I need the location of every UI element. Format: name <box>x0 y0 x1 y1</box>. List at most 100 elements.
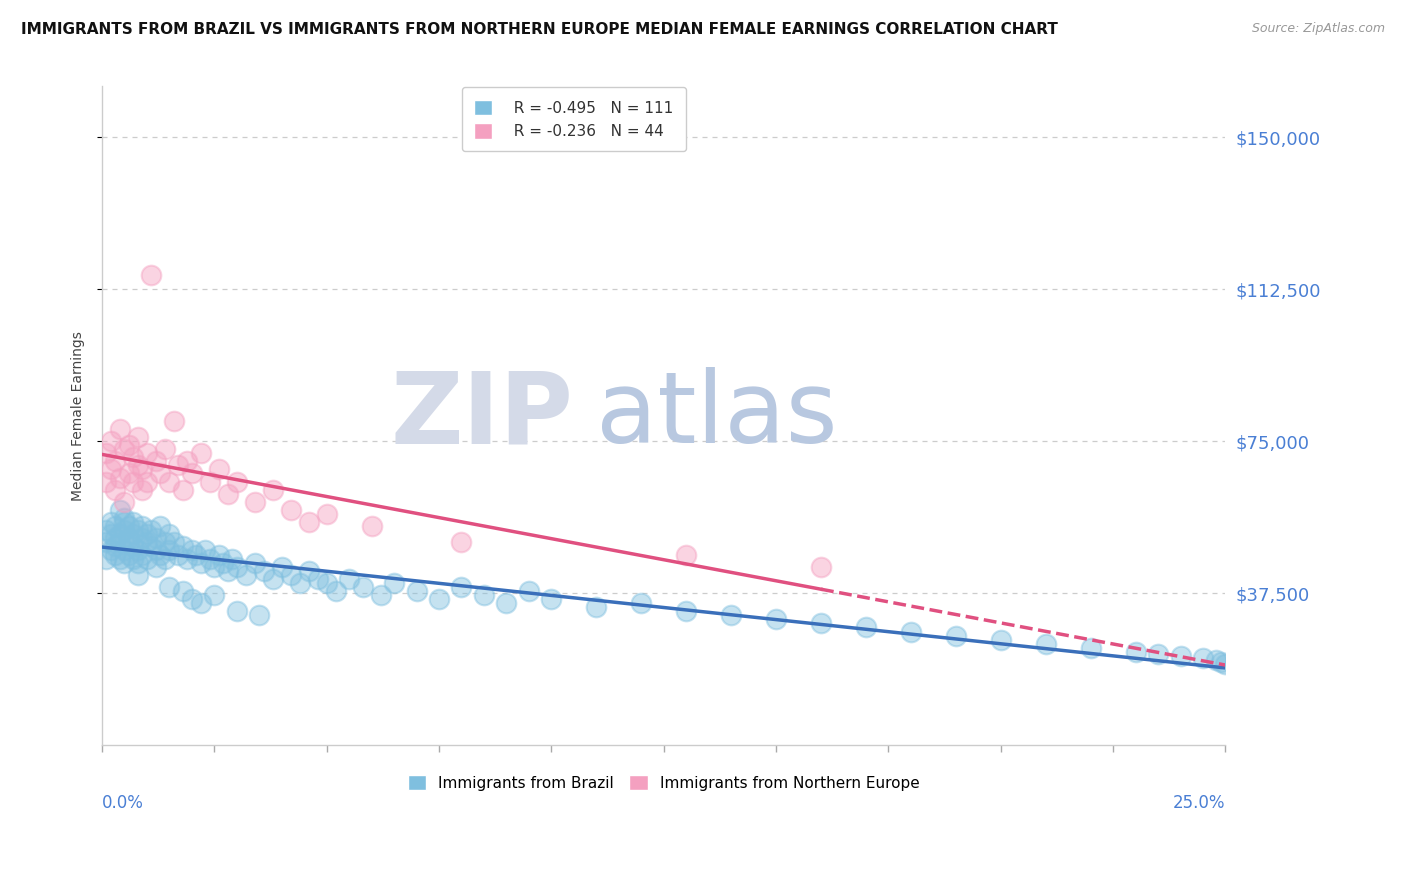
Point <box>630 596 652 610</box>
Point <box>153 442 176 457</box>
Point <box>100 515 122 529</box>
Point <box>810 559 832 574</box>
Point <box>1205 653 1227 667</box>
Point <box>157 475 180 489</box>
Point <box>194 543 217 558</box>
Point <box>405 584 427 599</box>
Y-axis label: Median Female Earnings: Median Female Earnings <box>72 331 86 500</box>
Point <box>104 531 127 545</box>
Point <box>450 535 472 549</box>
Point <box>141 268 163 282</box>
Point <box>280 503 302 517</box>
Point <box>145 543 167 558</box>
Point <box>131 531 153 545</box>
Point <box>145 531 167 545</box>
Point <box>135 527 157 541</box>
Point <box>945 629 967 643</box>
Point <box>118 467 141 481</box>
Point <box>176 551 198 566</box>
Point <box>262 572 284 586</box>
Point <box>108 551 131 566</box>
Point <box>720 608 742 623</box>
Point <box>127 556 149 570</box>
Point <box>243 495 266 509</box>
Point <box>96 523 118 537</box>
Point <box>149 467 172 481</box>
Point <box>370 588 392 602</box>
Point <box>112 523 135 537</box>
Point <box>298 564 321 578</box>
Point <box>1192 651 1215 665</box>
Point <box>172 584 194 599</box>
Point <box>96 475 118 489</box>
Point <box>112 556 135 570</box>
Point <box>180 543 202 558</box>
Point <box>149 548 172 562</box>
Point <box>131 462 153 476</box>
Point <box>180 592 202 607</box>
Point <box>360 519 382 533</box>
Point <box>186 548 208 562</box>
Point <box>131 548 153 562</box>
Point <box>118 438 141 452</box>
Point <box>108 527 131 541</box>
Text: IMMIGRANTS FROM BRAZIL VS IMMIGRANTS FROM NORTHERN EUROPE MEDIAN FEMALE EARNINGS: IMMIGRANTS FROM BRAZIL VS IMMIGRANTS FRO… <box>21 22 1057 37</box>
Point <box>225 559 247 574</box>
Point <box>131 519 153 533</box>
Point <box>153 535 176 549</box>
Point <box>235 567 257 582</box>
Point <box>810 616 832 631</box>
Point <box>108 470 131 484</box>
Point <box>104 483 127 497</box>
Point <box>450 580 472 594</box>
Point <box>135 551 157 566</box>
Point <box>122 540 145 554</box>
Point <box>352 580 374 594</box>
Point <box>495 596 517 610</box>
Point <box>163 414 186 428</box>
Point <box>96 551 118 566</box>
Point <box>176 454 198 468</box>
Point <box>217 564 239 578</box>
Point <box>247 608 270 623</box>
Point <box>243 556 266 570</box>
Point <box>298 515 321 529</box>
Point <box>104 519 127 533</box>
Text: ZIP: ZIP <box>391 368 574 464</box>
Legend: Immigrants from Brazil, Immigrants from Northern Europe: Immigrants from Brazil, Immigrants from … <box>402 769 925 797</box>
Point <box>307 572 329 586</box>
Point <box>517 584 540 599</box>
Point <box>100 543 122 558</box>
Point <box>112 515 135 529</box>
Point <box>208 462 231 476</box>
Point <box>122 475 145 489</box>
Point <box>157 527 180 541</box>
Point <box>1080 640 1102 655</box>
Point <box>127 567 149 582</box>
Point <box>172 540 194 554</box>
Point <box>104 540 127 554</box>
Point <box>112 495 135 509</box>
Point <box>225 604 247 618</box>
Point <box>157 543 180 558</box>
Point <box>1209 655 1232 669</box>
Point <box>202 559 225 574</box>
Point <box>202 588 225 602</box>
Point <box>108 422 131 436</box>
Point <box>1215 657 1237 671</box>
Point <box>190 446 212 460</box>
Point <box>472 588 495 602</box>
Point <box>167 548 190 562</box>
Point <box>765 612 787 626</box>
Point <box>1170 648 1192 663</box>
Text: atlas: atlas <box>596 368 838 464</box>
Point <box>198 475 221 489</box>
Point <box>190 596 212 610</box>
Point <box>127 523 149 537</box>
Point <box>112 543 135 558</box>
Point <box>118 535 141 549</box>
Point <box>198 551 221 566</box>
Point <box>122 450 145 465</box>
Point <box>122 551 145 566</box>
Point <box>141 540 163 554</box>
